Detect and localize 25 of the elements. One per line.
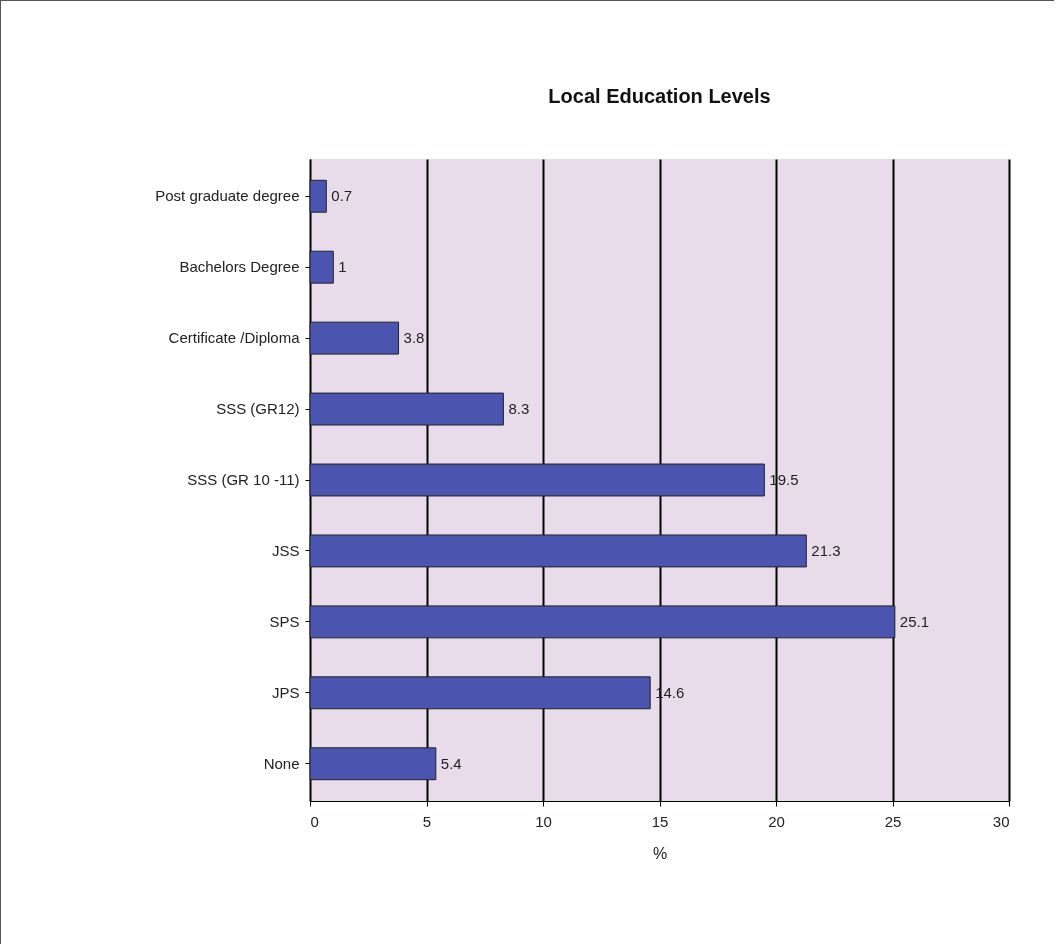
x-axis-title: %	[652, 844, 668, 862]
data-label: 21.3	[811, 541, 841, 559]
x-tick-label: 20	[768, 812, 785, 830]
chart-title: Local Education Levels	[548, 85, 771, 107]
y-tick-label: SPS	[269, 612, 300, 630]
y-tick-label: JSS	[271, 541, 300, 559]
x-tick-label: 25	[884, 812, 902, 830]
x-tick-label: 0	[310, 812, 319, 830]
x-tick-label: 15	[651, 812, 669, 830]
data-label: 1	[338, 258, 347, 276]
x-tick-label: 10	[535, 812, 552, 830]
data-label: 0.7	[331, 187, 353, 205]
data-label: 3.8	[403, 329, 425, 347]
y-tick-label: Certificate /Diploma	[168, 329, 301, 347]
x-tick-label: 5	[422, 812, 432, 830]
x-tick-label: 30	[992, 812, 1010, 830]
y-tick-label: None	[263, 754, 300, 772]
y-tick-label: JPS	[271, 683, 300, 701]
data-label: 25.1	[899, 612, 930, 630]
y-tick-label: SSS (GR 10 -11)	[187, 471, 300, 488]
data-label: 8.3	[508, 400, 530, 418]
data-label: 5.4	[440, 754, 462, 772]
y-tick-label: Post graduate degree	[155, 187, 300, 205]
y-tick-label: SSS (GR12)	[216, 400, 300, 418]
y-tick-label: Bachelors Degree	[179, 258, 300, 276]
